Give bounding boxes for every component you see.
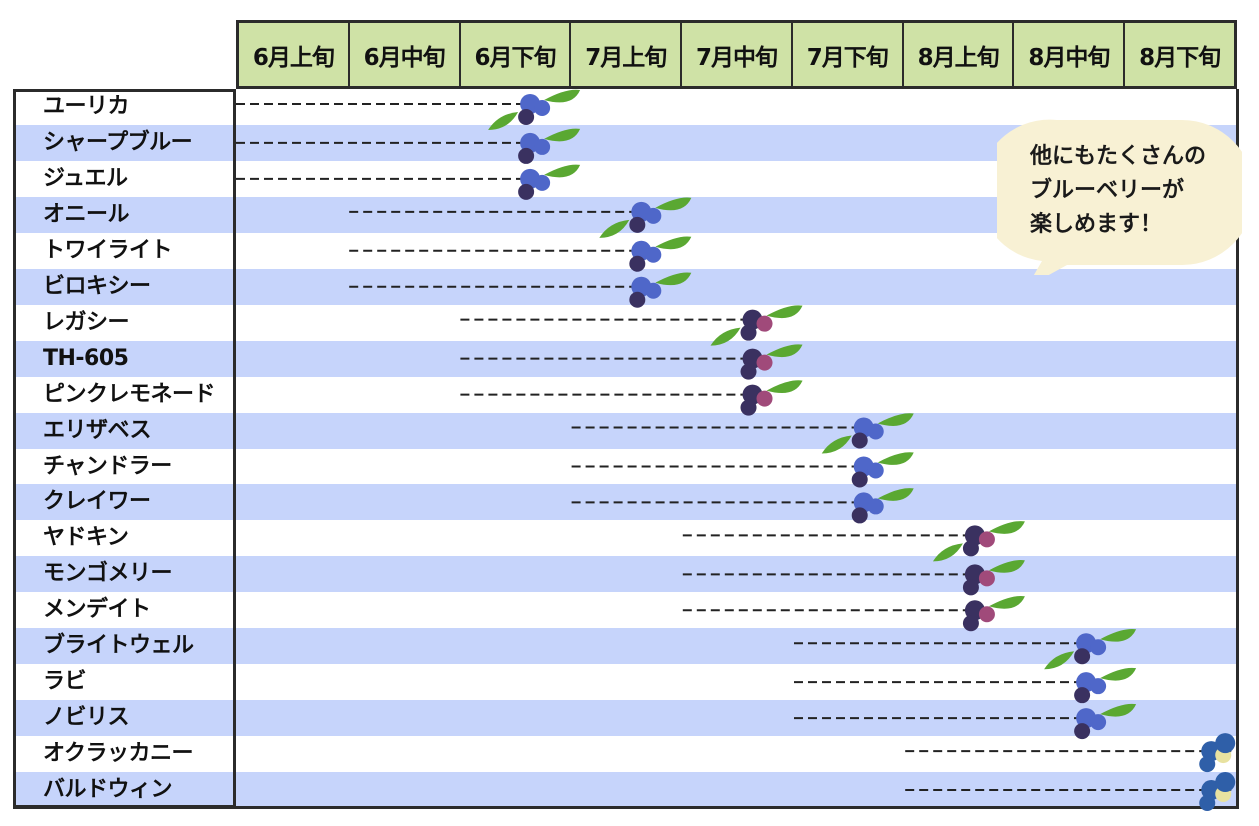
variety-name: オニール: [43, 201, 130, 227]
speech-bubble: [997, 119, 1242, 275]
variety-row: エリザベス: [13, 412, 1237, 449]
variety-name: トワイライト: [43, 237, 173, 263]
variety-row: ユーリカ: [13, 89, 1237, 125]
grid-bottom-border: [13, 806, 1239, 809]
period-header-cell: 8月上旬: [904, 23, 1015, 86]
bubble-line: ブルーベリーが: [1030, 178, 1185, 203]
speech-bubble-text: 他にもたくさんの ブルーベリーが 楽しめます！: [1030, 140, 1206, 242]
variety-name: バルドウィン: [43, 777, 173, 803]
variety-name: ヤドキン: [43, 525, 129, 551]
variety-name: ピンクレモネード: [43, 381, 216, 407]
variety-row: ノビリス: [13, 700, 1237, 737]
variety-name: オクラッカニー: [43, 741, 194, 767]
variety-row: ブライトウェル: [13, 628, 1237, 665]
grid-right-border: [1236, 89, 1239, 809]
variety-row: クレイワー: [13, 484, 1237, 521]
variety-row: バルドウィン: [13, 772, 1237, 809]
variety-name: メンデイト: [43, 597, 151, 623]
variety-name: クレイワー: [43, 489, 151, 515]
variety-name: TH-605: [43, 345, 129, 371]
period-header-cell: 6月上旬: [239, 23, 350, 86]
period-header: 6月上旬 6月中旬 6月下旬 7月上旬 7月中旬 7月下旬 8月上旬 8月中旬 8月下旬: [236, 20, 1237, 89]
period-header-cell: 7月上旬: [571, 23, 683, 86]
variety-row: ヤドキン: [13, 520, 1237, 556]
bubble-line: 他にもたくさんの: [1030, 144, 1207, 169]
variety-name: エリザベス: [43, 417, 151, 443]
variety-row: ビロキシー: [13, 268, 1237, 305]
variety-name: レガシー: [43, 309, 130, 335]
variety-name: ユーリカ: [43, 94, 130, 119]
variety-row: トワイライト: [13, 233, 1237, 269]
variety-row: TH-605: [13, 340, 1237, 377]
variety-name: ノビリス: [43, 705, 130, 731]
variety-name: ブライトウェル: [43, 633, 194, 659]
variety-name: シャープブルー: [43, 129, 193, 155]
variety-name: ビロキシー: [43, 273, 151, 299]
period-header-cell: 6月中旬: [350, 23, 461, 86]
variety-row: ジュエル: [13, 161, 1237, 197]
period-header-cell: 8月中旬: [1014, 23, 1126, 86]
period-header-cell: 6月下旬: [461, 23, 572, 86]
variety-row: モンゴメリー: [13, 556, 1237, 593]
variety-row: メンデイト: [13, 592, 1237, 628]
variety-row: オクラッカニー: [13, 736, 1237, 772]
variety-row: ラビ: [13, 664, 1237, 700]
variety-row: レガシー: [13, 305, 1237, 341]
period-header-cell: 8月下旬: [1139, 44, 1221, 71]
variety-row: チャンドラー: [13, 449, 1237, 485]
variety-name: ラビ: [43, 669, 87, 695]
period-header-cell: 7月下旬: [793, 23, 904, 86]
variety-name: ジュエル: [43, 165, 128, 191]
period-header-cell: 7月中旬: [682, 23, 793, 86]
variety-name: チャンドラー: [43, 453, 172, 479]
variety-row: ピンクレモネード: [13, 377, 1237, 413]
variety-name: モンゴメリー: [43, 561, 173, 587]
bubble-line: 楽しめます！: [1030, 212, 1163, 237]
